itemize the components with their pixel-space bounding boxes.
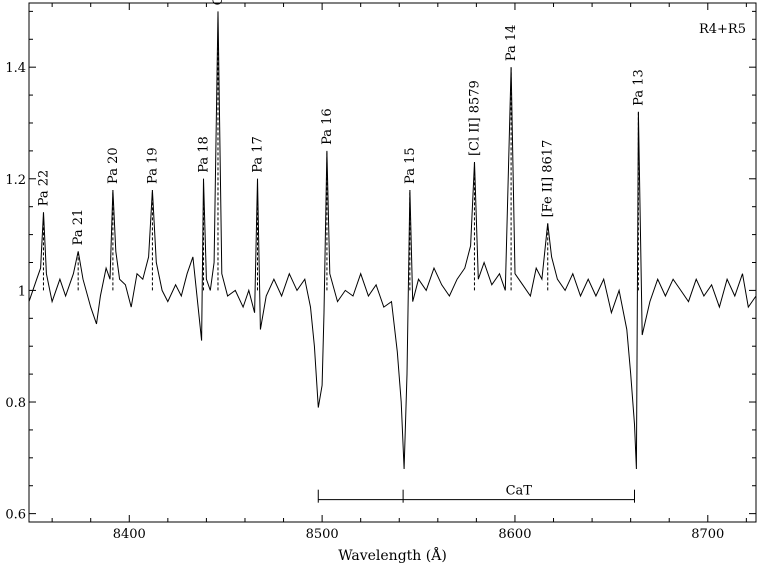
y-axis-ticks: 0.6 0.8 1 1.2 1.4 [5,10,756,523]
axes: 8400 8500 8600 8700 0.6 0.8 1 1.2 1.4 [5,2,757,542]
emission-line-label: Pa 19 [145,147,160,184]
x-tick-label: 8600 [498,527,531,542]
emission-line-label: [Cl II] 8579 [467,80,482,156]
emission-line-label: Pa 15 [403,147,418,184]
spectrum-series-line [28,11,757,470]
emission-line-label: Pa 13 [631,69,646,106]
y-tick-label: 0.8 [5,396,26,411]
y-tick-label: 1 [18,284,26,299]
panel-label: R4+R5 [699,22,746,37]
x-axis-ticks: 8400 8500 8600 8700 [51,3,747,542]
emission-line-labels: Pa 22 Pa 21 Pa 20 Pa 19 Pa 18 OI 8446 Pa 17 Pa … [36,0,646,245]
emission-line-label: Pa 17 [251,136,266,173]
cat-bracket-label: CaT [506,484,533,499]
y-tick-label: 1.2 [5,173,26,188]
x-tick-label: 8400 [113,527,146,542]
y-tick-label: 0.6 [5,508,26,523]
plot-frame [28,2,757,523]
cat-bracket: CaT [317,484,636,503]
x-axis-title: Wavelength (Å) [338,546,447,564]
emission-line-label: OI 8446 [211,0,226,5]
emission-line-label: Pa 16 [320,108,335,145]
y-tick-label: 1.4 [5,61,26,76]
emission-line-label: Pa 22 [36,170,51,207]
emission-line-label: Pa 14 [504,25,519,62]
emission-line-label: [Fe II] 8617 [541,140,556,218]
x-tick-label: 8700 [691,527,724,542]
emission-line-label: Pa 20 [106,147,121,184]
emission-line-label: Pa 18 [197,136,212,173]
emission-line-label: Pa 21 [71,209,86,246]
x-tick-label: 8500 [306,527,339,542]
